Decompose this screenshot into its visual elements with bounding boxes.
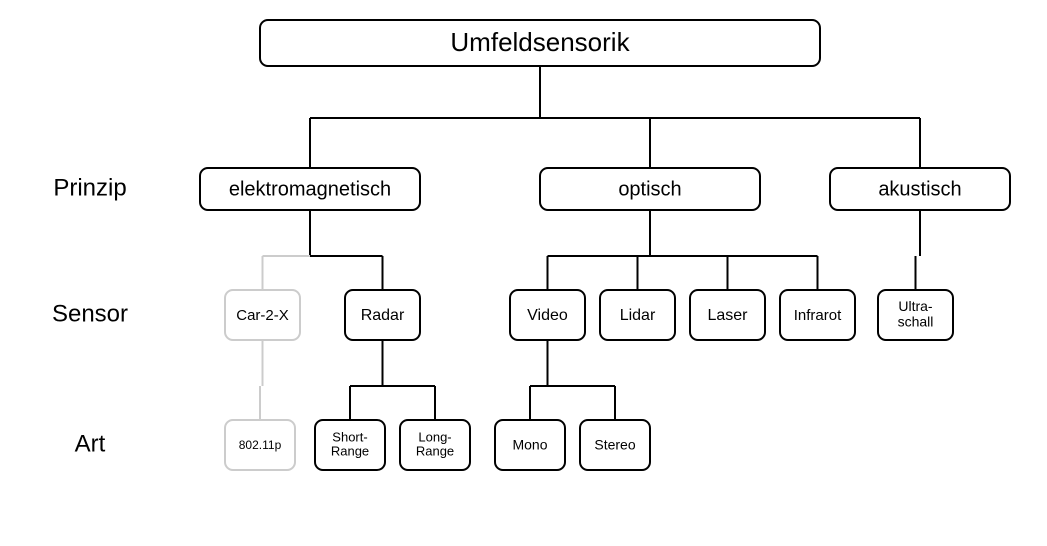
node-optisch: optisch bbox=[540, 168, 760, 210]
node-80211p: 802.11p bbox=[225, 420, 295, 470]
node-infrarot: Infrarot bbox=[780, 290, 855, 340]
node-elektromagnetisch: elektromagnetisch bbox=[200, 168, 420, 210]
node-akustisch: akustisch bbox=[830, 168, 1010, 210]
node-mono: Mono bbox=[495, 420, 565, 470]
node-video: Video bbox=[510, 290, 585, 340]
row-label-prinzip: Prinzip bbox=[53, 174, 126, 201]
node-label: elektromagnetisch bbox=[229, 178, 391, 200]
node-label-line2: Range bbox=[416, 444, 454, 459]
node-car2x: Car-2-X bbox=[225, 290, 300, 340]
node-root: Umfeldsensorik bbox=[260, 20, 820, 66]
node-label: optisch bbox=[618, 178, 681, 200]
node-ultraschall: Ultra-schall bbox=[878, 290, 953, 340]
node-label: Laser bbox=[707, 307, 748, 324]
tree-diagram: Prinzip Sensor Art Umfeldsensorik elektromag… bbox=[0, 0, 1047, 546]
node-label: Umfeldsensorik bbox=[450, 27, 630, 57]
node-label: Video bbox=[527, 307, 568, 324]
row-label-sensor: Sensor bbox=[52, 300, 128, 327]
node-label-line1: Short- bbox=[332, 429, 367, 444]
edges-layer bbox=[260, 66, 920, 420]
node-label: Mono bbox=[512, 437, 547, 453]
node-laser: Laser bbox=[690, 290, 765, 340]
node-stereo: Stereo bbox=[580, 420, 650, 470]
node-lidar: Lidar bbox=[600, 290, 675, 340]
row-label-art: Art bbox=[75, 430, 106, 457]
node-label: Car-2-X bbox=[236, 307, 289, 324]
node-label-line2: Range bbox=[331, 444, 369, 459]
node-longrange: Long-Range bbox=[400, 420, 470, 470]
node-label-line2: schall bbox=[898, 313, 934, 329]
node-shortrange: Short-Range bbox=[315, 420, 385, 470]
node-label: 802.11p bbox=[239, 438, 282, 452]
node-label: Lidar bbox=[620, 307, 656, 324]
node-label: Radar bbox=[361, 307, 405, 324]
node-radar: Radar bbox=[345, 290, 420, 340]
node-label-line1: Long- bbox=[418, 429, 451, 444]
node-label-line1: Ultra- bbox=[898, 298, 933, 314]
node-label: Stereo bbox=[594, 437, 635, 453]
node-label: akustisch bbox=[878, 178, 961, 200]
node-label: Infrarot bbox=[794, 307, 842, 324]
